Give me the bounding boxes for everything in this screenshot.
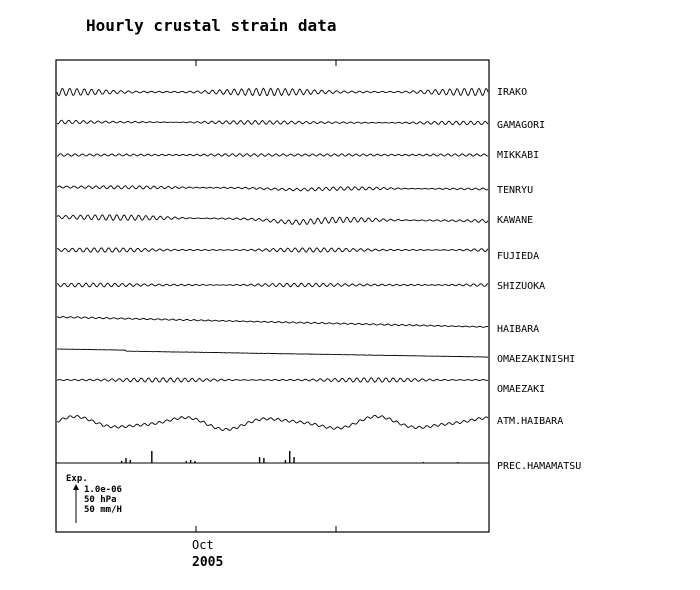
scale-strain: 1.0e-06 [84, 485, 122, 495]
series-line-irako [56, 87, 489, 97]
series-line-haibara [56, 316, 489, 328]
station-label-irako: IRAKO [497, 87, 527, 98]
series-line-kawane [56, 214, 489, 226]
station-label-fujieda: FUJIEDA [497, 251, 539, 262]
series-line-gamagori [56, 119, 489, 126]
x-year-label: 2005 [192, 555, 223, 570]
series-layer [56, 87, 489, 464]
scale-legend: Exp. 1.0e-06 50 hPa 50 mm/H [66, 474, 122, 523]
series-line-mikkabi [56, 153, 489, 157]
series-line-omaezaki [56, 377, 489, 383]
x-tick-label-oct: Oct [192, 538, 214, 552]
scale-precip: 50 mm/H [84, 505, 122, 515]
scale-arrow-icon [73, 484, 79, 490]
station-label-atm-haibara: ATM.HAIBARA [497, 416, 563, 427]
series-line-omaezakinishi [56, 348, 489, 358]
station-label-shizuoka: SHIZUOKA [497, 281, 545, 292]
scale-pressure: 50 hPa [84, 495, 117, 505]
station-label-omaezakinishi: OMAEZAKINISHI [497, 354, 575, 365]
station-label-haibara: HAIBARA [497, 324, 539, 335]
plot-frame [55, 59, 490, 533]
station-label-tenryu: TENRYU [497, 185, 533, 196]
station-label-mikkabi: MIKKABI [497, 150, 539, 161]
station-label-gamagori: GAMAGORI [497, 120, 545, 131]
series-line-shizuoka [56, 282, 489, 288]
series-line-fujieda [56, 247, 489, 253]
station-label-prec-hamamatsu: PREC.HAMAMATSU [497, 461, 581, 472]
chart-title: Hourly crustal strain data [86, 16, 336, 35]
series-line-atm-haibara [56, 414, 489, 432]
scale-legend-label: Exp. [66, 474, 88, 484]
station-labels: IRAKO GAMAGORI MIKKABI TENRYU KAWANE FUJIEDA S… [497, 87, 581, 472]
station-label-kawane: KAWANE [497, 215, 533, 226]
station-label-omaezaki: OMAEZAKI [497, 384, 545, 395]
series-line-tenryu [56, 185, 489, 192]
